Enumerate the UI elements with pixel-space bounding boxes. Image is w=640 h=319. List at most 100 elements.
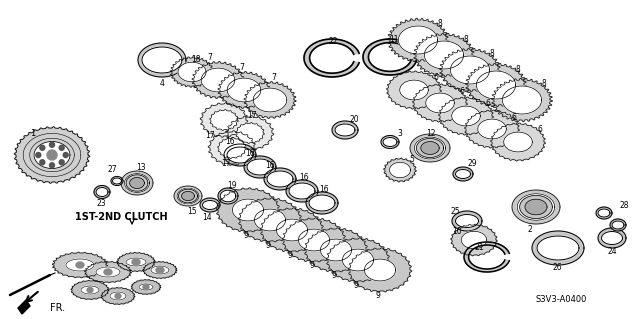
Polygon shape bbox=[208, 130, 256, 165]
Polygon shape bbox=[520, 196, 552, 219]
Polygon shape bbox=[96, 267, 120, 277]
Text: 16: 16 bbox=[245, 149, 255, 158]
Polygon shape bbox=[87, 287, 93, 293]
Polygon shape bbox=[177, 188, 199, 204]
Text: 13: 13 bbox=[136, 164, 146, 173]
Polygon shape bbox=[424, 41, 463, 69]
Polygon shape bbox=[182, 191, 195, 201]
Polygon shape bbox=[94, 186, 110, 198]
Text: 27: 27 bbox=[107, 166, 117, 174]
Polygon shape bbox=[465, 110, 520, 148]
Polygon shape bbox=[174, 186, 202, 206]
Polygon shape bbox=[232, 199, 264, 221]
Text: 16: 16 bbox=[265, 160, 275, 169]
Polygon shape bbox=[260, 208, 324, 252]
Text: 15: 15 bbox=[187, 206, 197, 216]
Polygon shape bbox=[179, 189, 198, 203]
Polygon shape bbox=[255, 209, 285, 231]
Text: 16: 16 bbox=[225, 137, 235, 145]
Polygon shape bbox=[132, 259, 140, 265]
Text: 8: 8 bbox=[490, 49, 494, 58]
Polygon shape bbox=[598, 209, 610, 217]
Polygon shape bbox=[464, 242, 509, 272]
Polygon shape bbox=[304, 228, 368, 272]
Polygon shape bbox=[421, 142, 439, 154]
Polygon shape bbox=[14, 127, 90, 183]
Polygon shape bbox=[453, 167, 473, 181]
Polygon shape bbox=[126, 175, 148, 191]
Polygon shape bbox=[218, 137, 246, 159]
Polygon shape bbox=[451, 56, 490, 84]
Text: 4: 4 bbox=[159, 79, 164, 88]
Polygon shape bbox=[304, 39, 359, 77]
Polygon shape bbox=[59, 160, 64, 165]
Text: 6: 6 bbox=[460, 86, 465, 95]
Polygon shape bbox=[178, 62, 206, 82]
Polygon shape bbox=[236, 122, 264, 144]
Text: 24: 24 bbox=[607, 248, 617, 256]
Polygon shape bbox=[264, 168, 296, 190]
Text: 1ST-2ND CLUTCH: 1ST-2ND CLUTCH bbox=[75, 212, 168, 222]
Polygon shape bbox=[71, 280, 109, 300]
Text: 9: 9 bbox=[287, 250, 292, 259]
Polygon shape bbox=[125, 174, 150, 192]
Text: 8: 8 bbox=[463, 34, 468, 43]
Polygon shape bbox=[66, 259, 94, 271]
Text: 16: 16 bbox=[319, 184, 329, 194]
Text: 7: 7 bbox=[207, 54, 212, 63]
Text: 8: 8 bbox=[541, 79, 547, 88]
Polygon shape bbox=[517, 194, 555, 220]
Polygon shape bbox=[131, 279, 161, 294]
Polygon shape bbox=[151, 266, 169, 274]
Text: 6: 6 bbox=[538, 125, 543, 135]
Text: 25: 25 bbox=[450, 206, 460, 216]
Polygon shape bbox=[113, 178, 122, 184]
Polygon shape bbox=[52, 252, 108, 278]
Polygon shape bbox=[247, 159, 273, 175]
Polygon shape bbox=[417, 138, 444, 158]
Polygon shape bbox=[218, 71, 270, 108]
Polygon shape bbox=[452, 106, 480, 126]
Polygon shape bbox=[602, 232, 623, 244]
Polygon shape bbox=[525, 199, 547, 215]
Text: 23: 23 bbox=[96, 199, 106, 209]
Polygon shape bbox=[413, 33, 474, 77]
Polygon shape bbox=[384, 158, 416, 182]
Polygon shape bbox=[309, 195, 335, 211]
Polygon shape bbox=[49, 163, 54, 168]
Polygon shape bbox=[364, 259, 396, 281]
Polygon shape bbox=[399, 26, 438, 54]
Polygon shape bbox=[244, 156, 276, 178]
Text: 9: 9 bbox=[332, 271, 337, 279]
Polygon shape bbox=[456, 169, 470, 179]
Text: 16: 16 bbox=[299, 173, 309, 182]
Polygon shape bbox=[335, 124, 355, 136]
Text: 2: 2 bbox=[527, 226, 532, 234]
Polygon shape bbox=[410, 134, 450, 162]
Polygon shape bbox=[76, 262, 84, 268]
Polygon shape bbox=[504, 132, 532, 152]
Polygon shape bbox=[96, 188, 108, 197]
Polygon shape bbox=[156, 267, 164, 273]
Polygon shape bbox=[490, 123, 545, 161]
Polygon shape bbox=[244, 81, 296, 118]
Polygon shape bbox=[192, 62, 244, 99]
Polygon shape bbox=[598, 228, 626, 248]
Text: 14: 14 bbox=[202, 212, 212, 221]
Polygon shape bbox=[121, 171, 153, 195]
Polygon shape bbox=[34, 142, 70, 168]
Text: 1: 1 bbox=[30, 129, 36, 137]
Text: 10: 10 bbox=[452, 226, 462, 235]
Polygon shape bbox=[537, 236, 579, 260]
Polygon shape bbox=[227, 78, 261, 102]
Text: 12: 12 bbox=[426, 129, 436, 137]
Polygon shape bbox=[81, 286, 99, 294]
Text: FR.: FR. bbox=[50, 303, 65, 313]
Polygon shape bbox=[426, 93, 454, 113]
Text: 5: 5 bbox=[410, 155, 415, 165]
Polygon shape bbox=[36, 152, 41, 158]
Text: 22: 22 bbox=[328, 38, 338, 47]
Polygon shape bbox=[525, 199, 547, 215]
Text: 8: 8 bbox=[438, 19, 442, 28]
Text: 18: 18 bbox=[191, 56, 201, 64]
